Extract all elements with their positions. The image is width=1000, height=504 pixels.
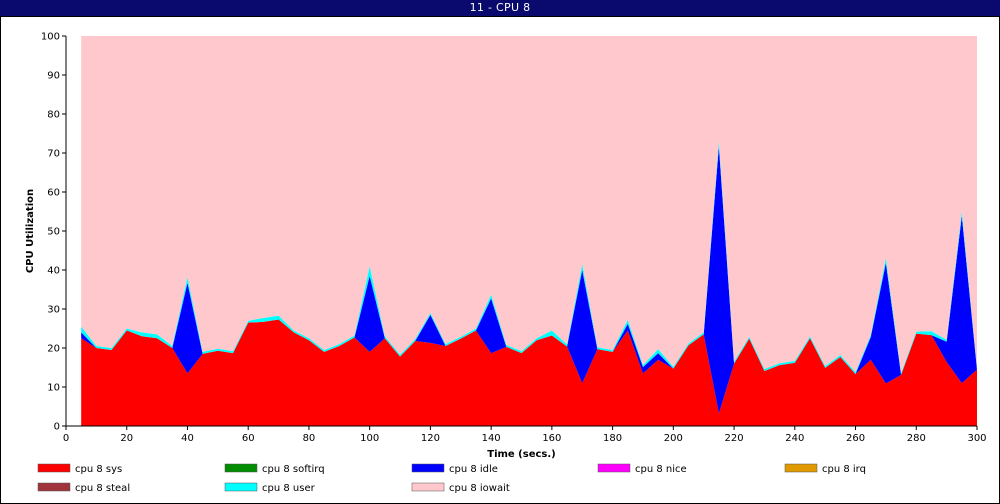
axes: 0 10 20 30 40 50 60 70 80 90 100 0 20 40 60 80 100 120 140… [41, 32, 987, 445]
x-tick-label: 300 [967, 433, 986, 444]
y-tick-label: 70 [47, 149, 60, 160]
legend-label: cpu 8 irq [822, 464, 866, 475]
legend-label: cpu 8 steal [75, 483, 130, 494]
y-tick-label: 0 [54, 422, 60, 433]
chart-panel: 0 10 20 30 40 50 60 70 80 90 100 0 20 40 60 80 100 120 140… [0, 16, 1000, 504]
window-title: 11 - CPU 8 [0, 0, 1000, 16]
x-tick-label: 40 [181, 433, 194, 444]
x-tick-label: 20 [120, 433, 133, 444]
x-axis-title: Time (secs.) [487, 449, 556, 460]
y-tick-label: 80 [47, 110, 60, 121]
x-tick-label: 0 [63, 433, 69, 444]
legend-label: cpu 8 user [262, 483, 316, 494]
y-tick-label: 50 [47, 227, 60, 238]
x-tick-label: 100 [360, 433, 379, 444]
legend: cpu 8 sys cpu 8 softirq cpu 8 idle cpu 8 ni… [37, 463, 866, 494]
series-areas [66, 36, 978, 426]
area-cpu-8-sys [81, 319, 978, 426]
y-tick-label: 40 [47, 266, 60, 277]
x-tick-label: 260 [846, 433, 865, 444]
legend-swatch [411, 463, 445, 473]
legend-label: cpu 8 nice [635, 464, 687, 475]
x-tick-label: 60 [242, 433, 255, 444]
legend-swatch [597, 463, 631, 473]
x-tick-label: 120 [421, 433, 440, 444]
y-tick-label: 90 [47, 71, 60, 82]
y-tick-label: 100 [41, 32, 60, 43]
legend-swatch [224, 482, 258, 492]
legend-label: cpu 8 sys [75, 464, 122, 475]
x-tick-label: 140 [482, 433, 501, 444]
legend-swatch [784, 463, 818, 473]
area-cpu-8-iowait [81, 36, 978, 373]
legend-swatch [37, 482, 71, 492]
y-tick-label: 60 [47, 188, 60, 199]
x-tick-label: 180 [603, 433, 622, 444]
x-tick-label: 200 [664, 433, 683, 444]
x-tick-label: 160 [542, 433, 561, 444]
legend-swatch [411, 482, 445, 492]
x-tick-label: 220 [725, 433, 744, 444]
legend-label: cpu 8 softirq [262, 464, 325, 475]
y-tick-label: 30 [47, 305, 60, 316]
y-axis-title: CPU Utilization [25, 189, 36, 273]
legend-label: cpu 8 idle [449, 464, 498, 475]
y-tick-label: 10 [47, 383, 60, 394]
x-tick-label: 240 [785, 433, 804, 444]
y-tick-label: 20 [47, 344, 60, 355]
x-tick-label: 80 [303, 433, 316, 444]
cpu-utilization-chart: 0 10 20 30 40 50 60 70 80 90 100 0 20 40 60 80 100 120 140… [25, 32, 987, 495]
legend-swatch [224, 463, 258, 473]
legend-swatch [37, 463, 71, 473]
legend-label: cpu 8 iowait [449, 483, 510, 494]
x-tick-label: 280 [907, 433, 926, 444]
